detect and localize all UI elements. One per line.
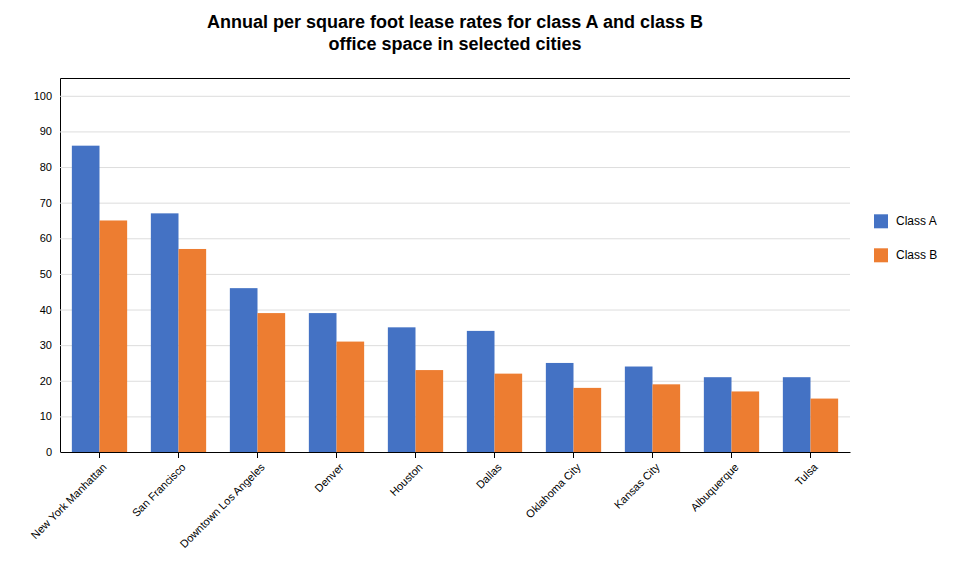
x-tick-label: Houston bbox=[387, 461, 424, 498]
y-tick: 70 bbox=[40, 197, 850, 209]
x-tick-label: San Francisco bbox=[130, 461, 188, 519]
y-tick-label: 50 bbox=[40, 268, 52, 280]
tick-mark bbox=[257, 452, 258, 458]
bar bbox=[72, 146, 100, 452]
y-tick-label: 80 bbox=[40, 161, 52, 173]
y-tick-label: 90 bbox=[40, 125, 52, 137]
bar bbox=[179, 249, 207, 452]
tick-mark bbox=[336, 452, 337, 458]
y-tick-label: 20 bbox=[40, 375, 52, 387]
x-tick-label: Tulsa bbox=[793, 460, 821, 488]
x-tick: Downtown Los Angeles bbox=[177, 452, 267, 550]
x-tick-label: Oklahoma City bbox=[523, 460, 583, 520]
grid-line bbox=[60, 167, 850, 168]
legend-item: Class B bbox=[874, 248, 937, 262]
bar bbox=[732, 391, 760, 452]
y-tick-label: 40 bbox=[40, 304, 52, 316]
bar-series bbox=[72, 146, 811, 452]
x-tick-label: Downtown Los Angeles bbox=[177, 460, 267, 550]
bar bbox=[467, 331, 495, 452]
x-tick: Kansas City bbox=[612, 452, 662, 511]
x-axis: New York Manhattan San FranciscoDowntown … bbox=[29, 452, 851, 550]
chart: Annual per square foot lease rates for c… bbox=[0, 0, 980, 572]
bar-series bbox=[100, 220, 839, 452]
bar bbox=[416, 370, 444, 452]
bar bbox=[811, 399, 839, 452]
legend-swatch bbox=[874, 248, 888, 262]
x-tick: Oklahoma City bbox=[523, 452, 583, 520]
y-tick: 80 bbox=[40, 161, 850, 173]
x-tick: Tulsa bbox=[793, 452, 821, 488]
bar bbox=[309, 313, 337, 452]
x-tick: Albuquerque bbox=[688, 452, 741, 513]
title: Annual per square foot lease rates for c… bbox=[207, 12, 703, 54]
bar bbox=[151, 213, 179, 452]
bar bbox=[653, 384, 681, 452]
x-tick-label: Dallas bbox=[474, 460, 504, 490]
bars bbox=[72, 146, 838, 452]
grid-line bbox=[60, 96, 850, 97]
bar bbox=[230, 288, 258, 452]
tick-mark bbox=[731, 452, 732, 458]
plot: 0 10 20 30 40 50 60 70 80 90 100 New York Manhattan… bbox=[29, 79, 851, 551]
legend-item: Class A bbox=[874, 214, 937, 228]
y-tick: 90 bbox=[40, 125, 850, 137]
legend-label: Class A bbox=[896, 215, 937, 229]
bar bbox=[704, 377, 732, 452]
bar bbox=[783, 377, 811, 452]
tick-mark bbox=[415, 452, 416, 458]
tick-mark bbox=[573, 452, 574, 458]
x-tick: Houston bbox=[387, 452, 424, 498]
bar bbox=[388, 327, 416, 452]
x-tick-label: Albuquerque bbox=[688, 461, 741, 514]
legend-swatch bbox=[874, 214, 888, 228]
grid-line bbox=[60, 131, 850, 132]
x-tick-label: Kansas City bbox=[612, 460, 662, 510]
legend-label: Class B bbox=[896, 249, 937, 263]
x-tick: Dallas bbox=[474, 452, 504, 491]
y-tick-label: 10 bbox=[40, 410, 52, 422]
y-axis-line bbox=[61, 79, 851, 453]
y-tick-label: 70 bbox=[40, 197, 52, 209]
legend: Class A Class B bbox=[874, 214, 937, 262]
bar bbox=[625, 367, 653, 452]
bar bbox=[495, 374, 523, 452]
bar bbox=[574, 388, 602, 452]
y-tick-label: 60 bbox=[40, 232, 52, 244]
y-axis: 0 10 20 30 40 50 60 70 80 90 100 bbox=[34, 79, 850, 459]
x-tick: Denver bbox=[312, 452, 346, 494]
bar bbox=[337, 342, 365, 452]
x-tick: San Francisco bbox=[130, 452, 188, 519]
y-tick-label: 0 bbox=[46, 446, 52, 458]
y-tick-label: 30 bbox=[40, 339, 52, 351]
tick-mark bbox=[99, 452, 100, 458]
tick-mark bbox=[652, 452, 653, 458]
x-tick-label: Denver bbox=[312, 461, 346, 495]
x-tick: New York Manhattan bbox=[29, 452, 109, 541]
tick-mark bbox=[810, 452, 811, 458]
tick-mark bbox=[178, 452, 179, 458]
x-tick-label: New York Manhattan bbox=[29, 461, 109, 541]
grid-line bbox=[60, 203, 850, 204]
bar bbox=[258, 313, 286, 452]
y-tick: 100 bbox=[34, 90, 850, 102]
bar bbox=[546, 363, 574, 452]
y-tick-label: 100 bbox=[34, 90, 52, 102]
bar bbox=[100, 220, 128, 452]
tick-mark bbox=[494, 452, 495, 458]
